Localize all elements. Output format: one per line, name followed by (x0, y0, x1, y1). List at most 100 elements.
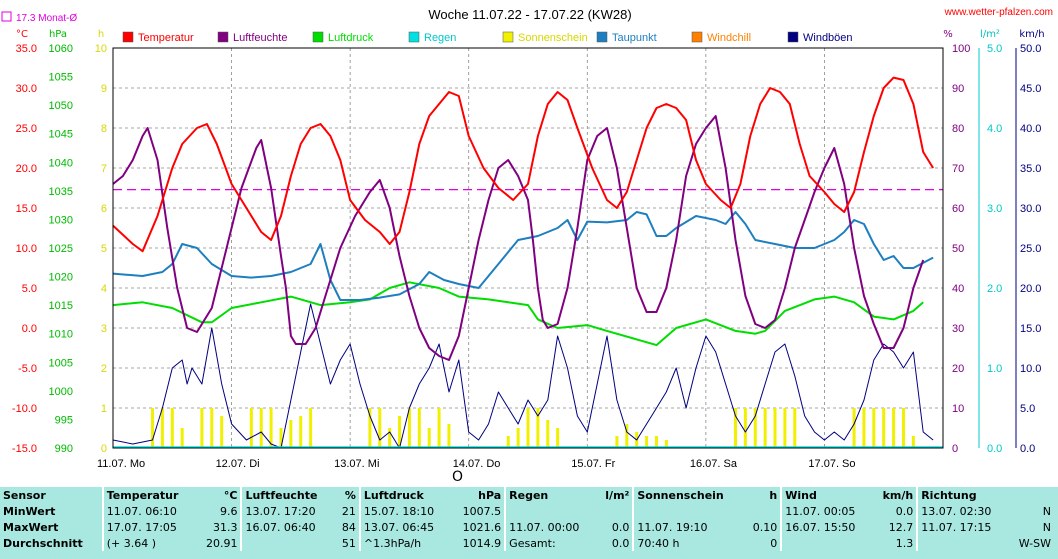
temp-tick-label: 5.0 (22, 283, 37, 295)
stats-cell: 11.07. 17:15 (916, 519, 1009, 535)
stats-cell (916, 535, 1009, 551)
unit-temp: °C (16, 29, 28, 40)
sunshine-bar (220, 416, 224, 448)
legend-label: Sonnenschein (518, 32, 588, 44)
pressure-tick-label: 1050 (49, 100, 73, 112)
stats-cell: 0 (770, 536, 778, 550)
legend-swatch (408, 31, 420, 43)
pressure-tick-label: 995 (55, 414, 73, 426)
temp-tick-label: 0.0 (22, 323, 37, 335)
sunshine-bar (160, 408, 164, 448)
plot-frame (112, 47, 944, 449)
stats-hdr-dir-unit (1009, 487, 1054, 503)
stats-hdr-wind-unit: km/h (882, 488, 914, 502)
pressure-tick-label: 990 (55, 443, 73, 455)
sun-tick-label: 10 (95, 43, 107, 55)
stats-hdr-hum-unit: % (344, 488, 356, 502)
stats-hdr-press-unit: hPa (478, 488, 502, 502)
sunshine-bar (200, 408, 204, 448)
stats-cell: Durchschnitt (3, 536, 83, 550)
sunshine-bar (407, 408, 411, 448)
rain-tick-label: 0.0 (987, 443, 1002, 455)
stats-cell: 84 (341, 520, 356, 534)
day-tick-label: 12.07. Di (216, 458, 260, 470)
sun-tick-label: 1 (101, 403, 107, 415)
sunshine-bar (378, 408, 382, 448)
temp-tick-label: 10.0 (16, 243, 37, 255)
sunshine-bar (615, 436, 619, 448)
series-line-windböen (112, 303, 934, 449)
pressure-tick-label: 1010 (49, 329, 73, 341)
sunshine-bar (753, 408, 757, 448)
sunshine-bar (516, 428, 520, 448)
stats-cell: 1014.9 (462, 536, 502, 550)
sunshine-bar (872, 408, 876, 448)
legend-swatch (787, 31, 799, 43)
legend-swatch (502, 31, 514, 43)
unit-hum: % (943, 29, 953, 40)
legend-label: Taupunkt (612, 32, 657, 44)
series-line-taupunkt (112, 211, 934, 301)
stats-cell: (+ 3.64 ) (101, 535, 196, 551)
stats-cell: 31.3 (212, 520, 238, 534)
sunshine-bar (793, 408, 797, 448)
stats-cell: 20.91 (205, 536, 238, 550)
sun-tick-label: 0 (101, 443, 107, 455)
stats-header-row: Sensor Temperatur °C Luftfeuchte % Luftd… (0, 487, 1054, 503)
stats-cell: 21 (341, 504, 356, 518)
sunshine-bar (625, 424, 629, 448)
stats-cell (504, 503, 597, 519)
wind-tick-label: 0.0 (1020, 443, 1035, 455)
sunshine-bar (556, 428, 560, 448)
stats-cell: 17.07. 17:05 (101, 519, 196, 535)
sunshine-bar (151, 408, 155, 448)
stats-hdr-temp-unit: °C (223, 488, 238, 502)
stats-cell: 16.07. 15:50 (780, 519, 873, 535)
sun-tick-label: 6 (101, 203, 107, 215)
sunshine-bar (526, 408, 530, 448)
wind-tick-label: 5.0 (1020, 403, 1035, 415)
wind-tick-label: 40.0 (1020, 123, 1041, 135)
sunshine-bar (852, 408, 856, 448)
stats-cell: 0.10 (752, 520, 778, 534)
stats-cell: 13.07. 06:45 (358, 519, 452, 535)
day-tick-label: 16.07. Sa (690, 458, 738, 470)
stats-cell: W-SW (1018, 536, 1051, 550)
stats-cell: 12.7 (888, 520, 914, 534)
temp-tick-label: 25.0 (16, 123, 37, 135)
sunshine-bar (170, 408, 174, 448)
unit-press: hPa (49, 29, 67, 40)
pressure-tick-label: 1000 (49, 386, 73, 398)
sunshine-bar (645, 436, 649, 448)
stats-cell: 13.07. 17:20 (240, 503, 336, 519)
unit-sun: h (98, 29, 104, 40)
chart-title: Woche 11.07.22 - 17.07.22 (KW28) (428, 7, 631, 22)
stats-cell: 1.3 (895, 536, 914, 550)
temp-tick-label: 30.0 (16, 83, 37, 95)
humidity-tick-label: 30 (952, 323, 964, 335)
wind-tick-label: 30.0 (1020, 203, 1041, 215)
rain-tick-label: 5.0 (987, 43, 1002, 55)
stats-cell: MinWert (3, 504, 56, 518)
sunshine-bar (743, 408, 747, 448)
sunshine-bars (151, 408, 915, 448)
temp-tick-label: -15.0 (12, 443, 37, 455)
legend-swatch (691, 31, 703, 43)
stats-cell: 11.07. 06:10 (101, 503, 196, 519)
sunshine-bar (388, 428, 392, 448)
sunshine-bar (911, 436, 915, 448)
humidity-tick-label: 0 (952, 443, 958, 455)
sun-tick-label: 4 (101, 283, 107, 295)
rain-tick-label: 1.0 (987, 363, 1002, 375)
temp-tick-label: 15.0 (16, 203, 37, 215)
sun-tick-label: 3 (101, 323, 107, 335)
stats-cell: 70:40 h (632, 535, 744, 551)
pressure-tick-label: 1040 (49, 157, 73, 169)
rain-tick-label: 2.0 (987, 283, 1002, 295)
wind-tick-label: 45.0 (1020, 83, 1041, 95)
humidity-tick-label: 80 (952, 123, 964, 135)
wind-tick-label: 25.0 (1020, 243, 1041, 255)
avg-legend-label: 17.3 Monat-Ø (16, 13, 77, 24)
stats-hdr-rain: Regen (504, 487, 597, 503)
calm-marker: O (452, 469, 463, 485)
